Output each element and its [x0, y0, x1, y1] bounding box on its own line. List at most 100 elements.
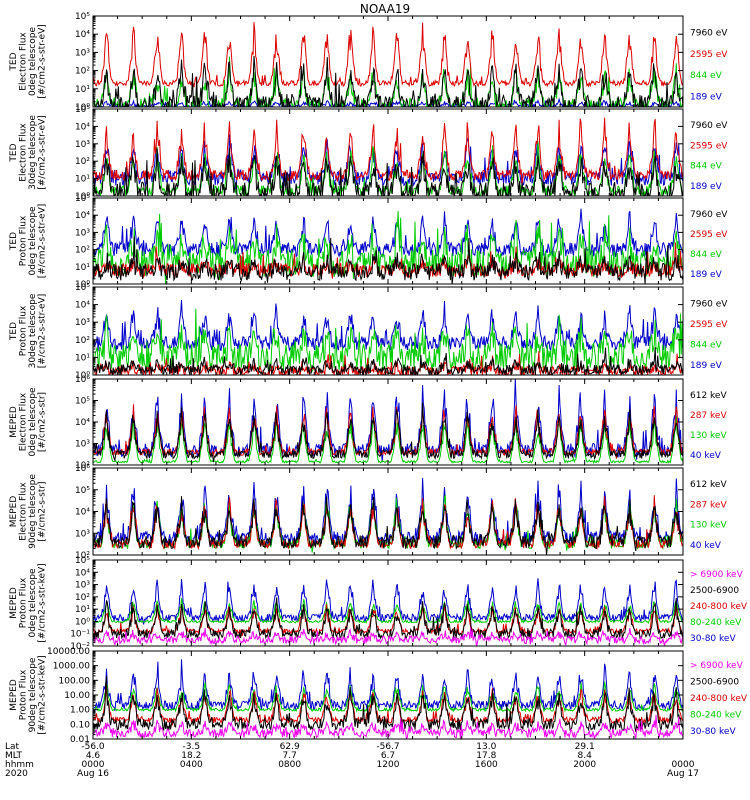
panel-3-traces	[93, 208, 683, 284]
legend-label: 130 keV	[690, 431, 727, 441]
trace-80-240-kev	[93, 598, 683, 624]
legend-label: 30-80 keV	[690, 727, 736, 737]
y-tick-label: 10²	[75, 246, 90, 256]
y-axis-label: 30deg telescope	[28, 115, 38, 190]
y-tick-label: 10⁶	[75, 375, 90, 385]
y-tick-label: 10⁰	[75, 103, 90, 113]
y-axis-label: Electron Flux	[19, 482, 29, 541]
legend-label: 844 eV	[690, 250, 723, 260]
legend-label: 2500-6900	[690, 586, 739, 596]
y-tick-label: 10⁵	[75, 397, 90, 407]
y-axis-label: [#/cm2-s-str-eV]	[38, 115, 48, 190]
y-tick-label: 1.00	[70, 706, 90, 716]
y-axis-label: 0deg telescope	[28, 387, 38, 457]
x-tick-label: 17.8	[476, 751, 496, 761]
legend-label: 2500-6900	[690, 678, 739, 688]
x-tick-label: -3.5	[183, 742, 201, 752]
y-axis-label: Electron Flux	[19, 32, 29, 91]
y-tick-label: 10³	[75, 581, 90, 591]
y-axis-label: Proton Flux	[19, 215, 29, 266]
x-row-label: hhmm	[5, 760, 34, 770]
y-tick-label: 10²	[75, 551, 90, 561]
x-tick-label: -56.0	[81, 742, 105, 752]
panel-5: 10² 10³ 10⁴ 10⁵ 10⁶ MEPED Electron Flux 0deg te…	[9, 375, 727, 471]
y-axis-label: Electron Flux	[19, 123, 29, 182]
y-tick-label: 10³	[75, 228, 90, 238]
y-axis-label: TED	[9, 322, 19, 341]
x-row-label: 2020	[5, 769, 28, 779]
trace-612-kev	[93, 496, 683, 555]
legend-label: 130 keV	[690, 521, 727, 531]
y-tick-label: 100.00	[59, 676, 91, 686]
legend-label: 2595 eV	[690, 320, 728, 330]
y-tick-label: 10⁴	[75, 418, 90, 428]
y-tick-label: 10¹	[75, 353, 90, 363]
y-tick-label: 10²	[75, 593, 90, 603]
legend-label: 189 eV	[690, 361, 723, 371]
legend-label: 7960 eV	[690, 210, 728, 220]
legend-label: 189 eV	[690, 92, 723, 102]
y-tick-label: 10¹	[75, 263, 90, 273]
x-tick-label: 29.1	[575, 742, 595, 752]
y-tick-label: 10⁰	[75, 280, 90, 290]
y-axis-label: 0deg telescope	[28, 27, 38, 97]
y-tick-label: 10000.00	[47, 647, 90, 657]
y-tick-label: 10³	[75, 48, 90, 58]
y-tick-label: 10³	[75, 140, 90, 150]
y-axis-label: [#/cm2-s-str-eV]	[38, 24, 48, 99]
x-tick-label: 13.0	[476, 742, 496, 752]
x-date-label: Aug 17	[667, 769, 699, 779]
panel-8: 0.01 0.10 1.00 10.00 100.00 1000.00 10000.00 ME…	[9, 647, 748, 745]
legend-label: 7960 eV	[690, 29, 728, 39]
y-tick-label: 10⁰	[75, 192, 90, 202]
legend-label: > 6900 keV	[690, 570, 744, 580]
legend-label: 240-800 keV	[690, 602, 748, 612]
x-tick-label: 8.4	[578, 751, 593, 761]
trace-30-80-kev	[93, 578, 683, 625]
legend-label: 612 keV	[690, 391, 727, 401]
y-axis-label: 0deg telescope	[28, 206, 38, 276]
y-axis-label: [#/cm2-s-str-keV]	[38, 563, 48, 642]
legend-label: 844 eV	[690, 340, 723, 350]
x-tick-label: 18.2	[181, 751, 201, 761]
legend-label: 40 keV	[690, 541, 722, 551]
trace-240-800-kev	[93, 685, 683, 726]
y-tick-label: 10¹	[75, 85, 90, 95]
y-axis-label: TED	[9, 232, 19, 251]
panel-2: 10⁰ 10¹ 10² 10³ 10⁴ 10⁵ TED Electron Flux 30deg …	[9, 105, 728, 202]
panel-2-traces	[93, 117, 683, 196]
legend-label: 7960 eV	[690, 121, 728, 131]
x-tick-label: 1600	[475, 760, 498, 770]
y-axis-label: [#/cm2-s-str]	[38, 392, 48, 452]
panel-4: 10⁰ 10¹ 10² 10³ 10⁴ 10⁵ TED Proton Flux 30deg te…	[9, 283, 728, 381]
panel-8-traces	[93, 659, 683, 739]
legend-label: > 6900 keV	[690, 661, 744, 671]
y-axis-label: MEPED	[9, 587, 19, 619]
y-tick-label: 10²	[75, 67, 90, 77]
y-tick-label: 10⁵	[75, 556, 90, 566]
x-tick-label: 1200	[377, 760, 400, 770]
y-axis-label: TED	[9, 52, 19, 71]
legend-label: 844 eV	[690, 162, 723, 172]
trace-844-ev	[93, 308, 683, 373]
x-tick-label: 62.9	[280, 742, 300, 752]
y-tick-label: 1000.00	[53, 662, 90, 672]
trace-2500-6900	[93, 675, 683, 732]
y-axis-label: 90deg telescope	[28, 657, 38, 732]
y-axis-label: [#/cm2-s-str-eV]	[38, 294, 48, 369]
legend-label: 189 eV	[690, 270, 723, 280]
y-axis-label: MEPED	[9, 496, 19, 528]
trace-2595-ev	[93, 22, 683, 88]
trace-2500-6900	[93, 597, 683, 641]
y-axis-label: TED	[9, 143, 19, 162]
x-tick-label: 0800	[278, 760, 301, 770]
trace-30-80-kev	[93, 659, 683, 712]
y-tick-label: 10⁵	[75, 105, 90, 115]
y-tick-label: 10⁰	[75, 617, 90, 627]
legend-label: 287 keV	[690, 411, 727, 421]
legend-label: 2595 eV	[690, 50, 728, 60]
x-tick-label: 6.7	[381, 751, 395, 761]
y-tick-label: 10⁵	[75, 283, 90, 293]
